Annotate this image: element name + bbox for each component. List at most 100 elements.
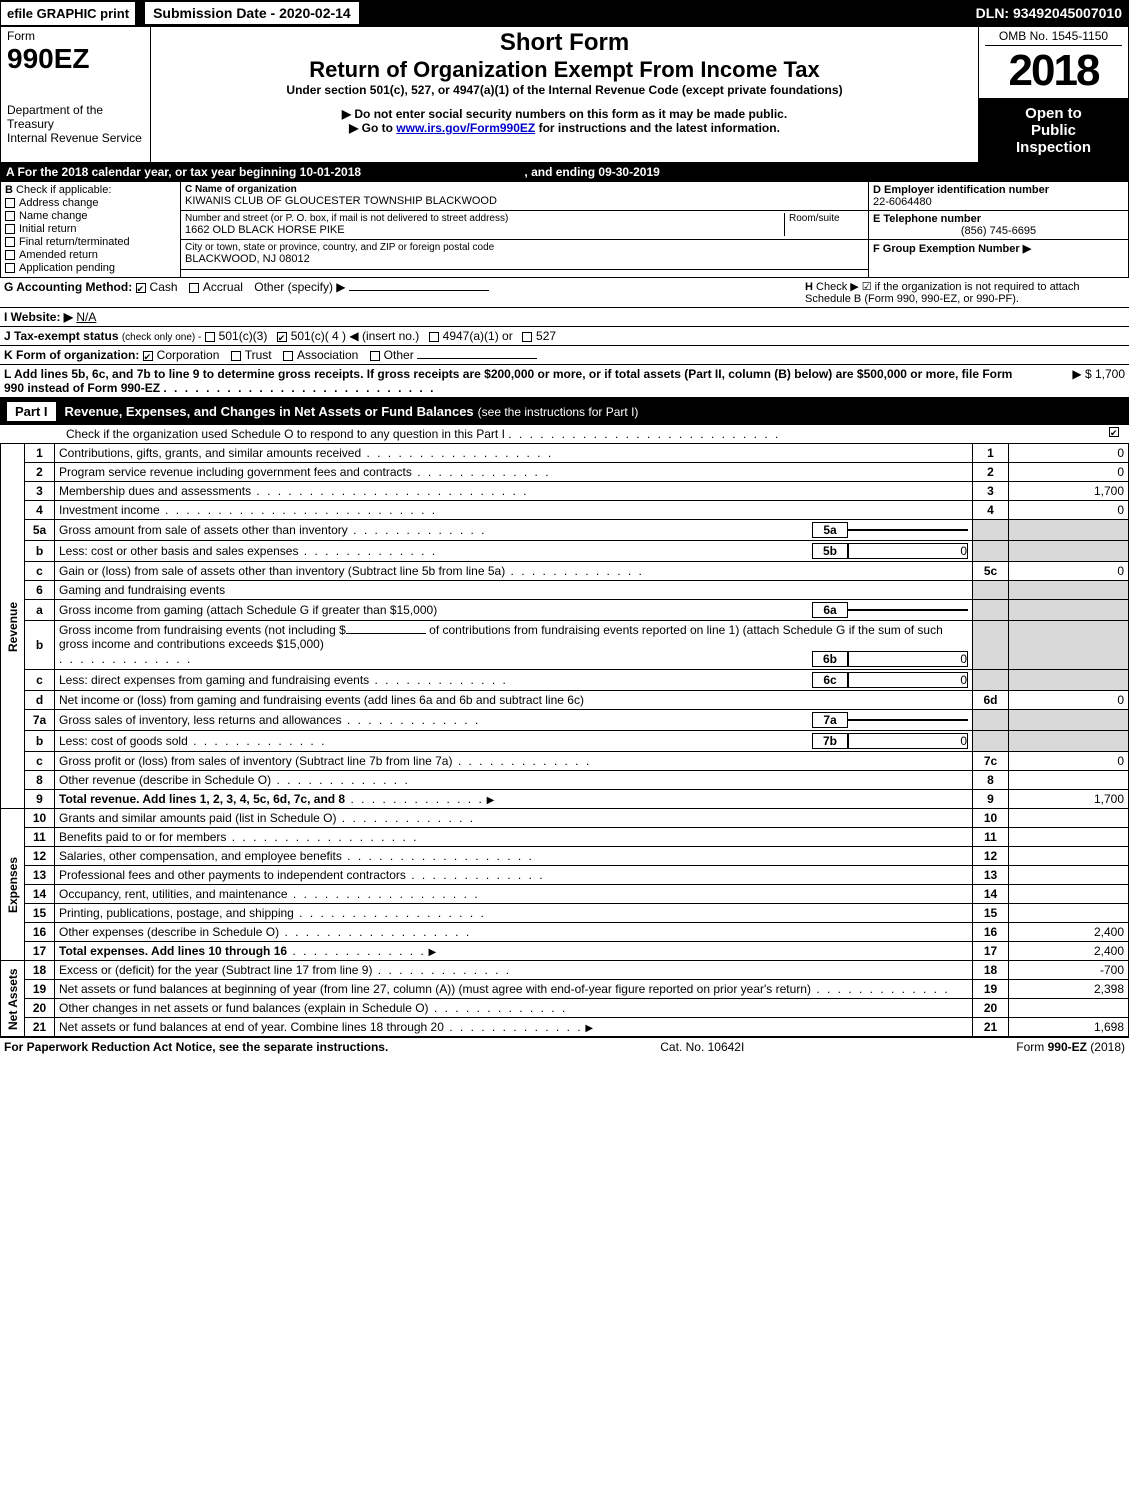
- form-word: Form: [7, 29, 144, 43]
- 501c-checkbox[interactable]: [277, 332, 287, 342]
- amended-return-checkbox[interactable]: [5, 250, 15, 260]
- line-num: 15: [25, 904, 55, 923]
- final-return-checkbox[interactable]: [5, 237, 15, 247]
- line-num: 11: [25, 828, 55, 847]
- part1-schedule-o-checkbox[interactable]: [1109, 427, 1119, 437]
- open-inspection-cell: Open to Public Inspection: [979, 99, 1129, 163]
- line-box: 13: [973, 866, 1009, 885]
- table-row: 12 Salaries, other compensation, and emp…: [1, 847, 1129, 866]
- mini-val: [848, 719, 968, 721]
- line-box-shaded: [973, 670, 1009, 691]
- line-box-shaded: [973, 621, 1009, 670]
- line-num: 9: [25, 790, 55, 809]
- form-header-table: Form 990EZ Department of the Treasury In…: [0, 26, 1129, 163]
- spacer-cell: [181, 270, 869, 278]
- mini-val: 0: [848, 651, 968, 667]
- table-row: b Gross income from fundraising events (…: [1, 621, 1129, 670]
- part1-check-text: Check if the organization used Schedule …: [66, 427, 505, 441]
- revenue-side-label: Revenue: [1, 444, 25, 809]
- line-box-shaded: [973, 541, 1009, 562]
- 4947-checkbox[interactable]: [429, 332, 439, 342]
- corp-checkbox[interactable]: [143, 351, 153, 361]
- table-row: c Gross profit or (loss) from sales of i…: [1, 752, 1129, 771]
- line-box-shaded: [973, 600, 1009, 621]
- city-cell: City or town, state or province, country…: [181, 240, 869, 270]
- table-row: 8 Other revenue (describe in Schedule O)…: [1, 771, 1129, 790]
- line-num: 10: [25, 809, 55, 828]
- app-pending-checkbox[interactable]: [5, 263, 15, 273]
- line-desc: Less: direct expenses from gaming and fu…: [55, 670, 973, 691]
- line-num: 1: [25, 444, 55, 463]
- corp-label: Corporation: [157, 348, 220, 362]
- irs-link[interactable]: www.irs.gov/Form990EZ: [396, 121, 535, 135]
- e-label: E Telephone number: [873, 213, 1124, 225]
- omb-year-cell: OMB No. 1545-1150 2018: [979, 27, 1129, 99]
- row-a-tax-year: A For the 2018 calendar year, or tax yea…: [0, 163, 1129, 181]
- row-a-pre: A For the 2018 calendar year, or tax yea…: [6, 165, 361, 179]
- instr2-post: for instructions and the latest informat…: [535, 121, 780, 135]
- trust-label: Trust: [245, 348, 272, 362]
- other-org-checkbox[interactable]: [370, 351, 380, 361]
- line-num: b: [25, 541, 55, 562]
- line-val: 0: [1009, 752, 1129, 771]
- assoc-checkbox[interactable]: [283, 351, 293, 361]
- table-row: b Less: cost of goods sold 7b 0: [1, 731, 1129, 752]
- line-box: 5c: [973, 562, 1009, 581]
- line-j-tax-exempt: J Tax-exempt status (check only one) - 5…: [0, 327, 1129, 346]
- part1-check-row: Check if the organization used Schedule …: [0, 425, 1129, 443]
- 501c3-checkbox[interactable]: [205, 332, 215, 342]
- section-b-table: B Check if applicable: Address change Na…: [0, 181, 1129, 278]
- line-l-gross-receipts: L Add lines 5b, 6c, and 7b to line 9 to …: [0, 365, 1129, 398]
- line-box-shaded: [973, 731, 1009, 752]
- table-row: 4 Investment income 4 0: [1, 501, 1129, 520]
- phone-cell: E Telephone number (856) 745-6695: [869, 211, 1129, 240]
- mini-box: 6b: [812, 651, 848, 667]
- row-a-mid: , and ending 09-30-2019: [524, 165, 659, 179]
- instr2-pre: ▶ Go to: [349, 121, 396, 135]
- line-num: 16: [25, 923, 55, 942]
- line-val: [1009, 866, 1129, 885]
- title-cell: Short Form Return of Organization Exempt…: [151, 27, 979, 163]
- line-val-shaded: [1009, 621, 1129, 670]
- line-box: 7c: [973, 752, 1009, 771]
- line-val-shaded: [1009, 710, 1129, 731]
- line-num: 2: [25, 463, 55, 482]
- line-desc: Net assets or fund balances at beginning…: [55, 980, 973, 999]
- line-desc: Other expenses (describe in Schedule O): [55, 923, 973, 942]
- l-text: L Add lines 5b, 6c, and 7b to line 9 to …: [4, 367, 1012, 395]
- line-val: 0: [1009, 562, 1129, 581]
- line-val: 2,400: [1009, 923, 1129, 942]
- line-box-shaded: [973, 520, 1009, 541]
- initial-return-checkbox[interactable]: [5, 224, 15, 234]
- d-label: D Employer identification number: [873, 184, 1124, 196]
- accrual-checkbox[interactable]: [189, 283, 199, 293]
- line-box: 16: [973, 923, 1009, 942]
- city-value: BLACKWOOD, NJ 08012: [185, 253, 864, 265]
- line-box: 8: [973, 771, 1009, 790]
- j-sub: (check only one) -: [122, 332, 201, 343]
- expenses-side-label: Expenses: [1, 809, 25, 961]
- checkbox-b-cell: B Check if applicable: Address change Na…: [1, 182, 181, 278]
- trust-checkbox[interactable]: [231, 351, 241, 361]
- line-num: 19: [25, 980, 55, 999]
- line-num: c: [25, 562, 55, 581]
- amended-return-label: Amended return: [19, 249, 98, 261]
- tax-year: 2018: [985, 46, 1122, 96]
- line-box: 21: [973, 1018, 1009, 1037]
- line-desc: Total revenue. Add lines 1, 2, 3, 4, 5c,…: [55, 790, 973, 809]
- address-change-label: Address change: [19, 197, 99, 209]
- table-row: 16 Other expenses (describe in Schedule …: [1, 923, 1129, 942]
- line-val-shaded: [1009, 670, 1129, 691]
- line-num: 21: [25, 1018, 55, 1037]
- address-change-checkbox[interactable]: [5, 198, 15, 208]
- table-row: 6 Gaming and fundraising events: [1, 581, 1129, 600]
- efile-label[interactable]: efile GRAPHIC print: [1, 2, 135, 25]
- 527-checkbox[interactable]: [522, 332, 532, 342]
- cash-checkbox[interactable]: [136, 283, 146, 293]
- 501c-label: 501(c)( 4 ) ◀ (insert no.): [291, 329, 420, 343]
- website-value: N/A: [76, 310, 96, 324]
- table-row: 21 Net assets or fund balances at end of…: [1, 1018, 1129, 1037]
- line-desc: Other revenue (describe in Schedule O): [55, 771, 973, 790]
- name-change-checkbox[interactable]: [5, 211, 15, 221]
- line-val: 1,700: [1009, 482, 1129, 501]
